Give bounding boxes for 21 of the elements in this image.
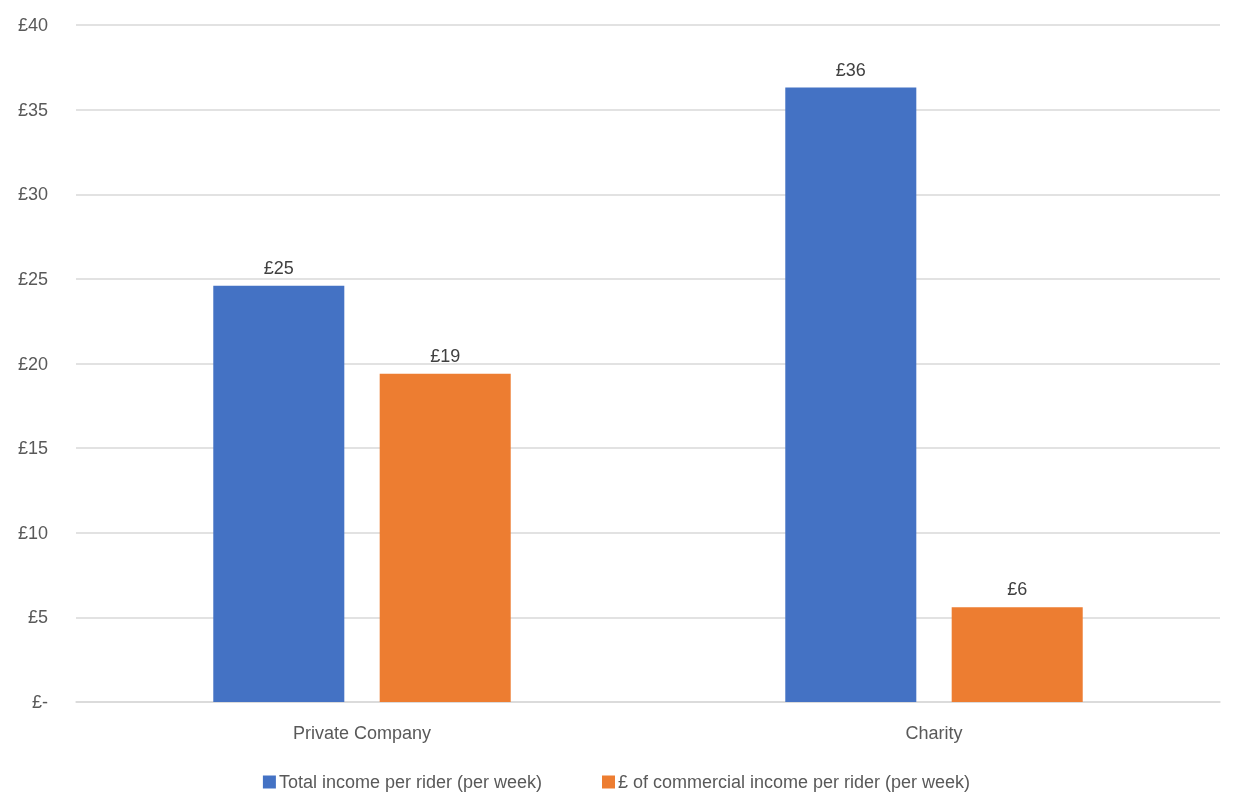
data-label: £36 [835,59,866,80]
y-tick-label: £25 [17,268,48,289]
y-tick-label: £10 [17,522,48,543]
legend-label: Total income per rider (per week) [278,772,542,792]
y-tick-label: £20 [17,353,48,374]
x-tick-label: Charity [905,723,963,743]
y-tick-label: £15 [17,438,48,459]
y-tick-label: £40 [17,15,48,35]
y-tick-label: £30 [17,184,48,205]
x-tick-label: Private Company [292,723,432,743]
bar [785,87,917,702]
legend-label: £ of commercial income per rider (per week) [617,772,971,792]
y-tick-label: £5 [27,607,48,628]
y-tick-label: £35 [17,99,48,120]
y-tick-label: £- [31,692,48,712]
bar [379,373,511,702]
bar [951,607,1083,702]
data-label: £19 [430,345,461,366]
data-label: £25 [263,257,294,278]
data-label: £6 [1007,579,1028,600]
bar [213,285,345,702]
